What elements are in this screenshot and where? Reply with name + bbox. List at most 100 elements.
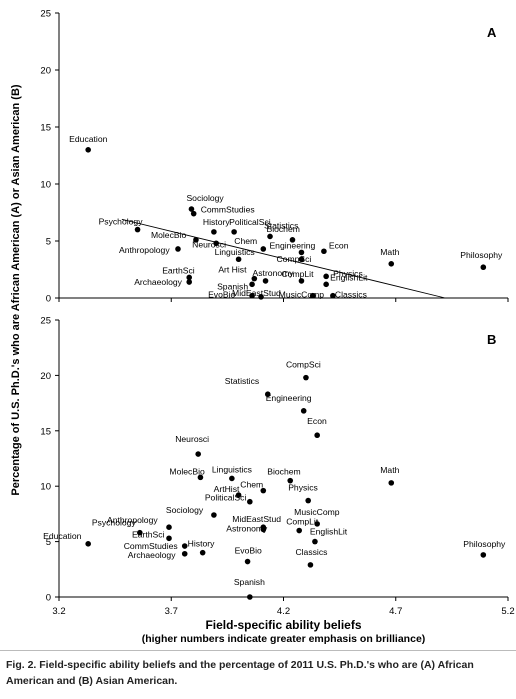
panel-a-point-label: Classics <box>335 290 367 300</box>
panel-a-point <box>309 292 316 299</box>
panel-a-point-label: Psychology <box>99 217 144 227</box>
panel-b-point-label: Chem <box>240 480 263 490</box>
scatter-figure: 0510152025AEducationPsychologyAnthropolo… <box>10 9 515 646</box>
panel-a-point <box>258 294 264 300</box>
panel-a-point-label: Archaeology <box>134 277 182 287</box>
panel-b-point <box>260 526 267 533</box>
panel-b-point-label: History <box>188 539 215 549</box>
panel-a-point <box>298 249 305 256</box>
panel-a-point-label: Statistics <box>264 220 298 230</box>
x-tick-label: 5.2 <box>501 606 514 617</box>
panel-b-point <box>303 374 309 381</box>
panel-a-point-label: Neurosci <box>192 239 226 249</box>
panel-a-point-label: Art Hist <box>218 265 247 275</box>
panel-b-point-label: Psychology <box>92 518 137 528</box>
caption-text: Field-specific ability beliefs and the p… <box>6 659 474 687</box>
panel-b-point-label: Neurosci <box>175 434 209 444</box>
panel-b-point <box>314 432 320 439</box>
panel-b-point-label: ArtHist <box>214 484 240 494</box>
panel-b-point <box>181 543 188 549</box>
panel-a-point <box>235 256 242 263</box>
panel-b-point-label: MolecBio <box>169 466 205 476</box>
figure-caption: Fig. 2. Field-specific ability beliefs a… <box>6 657 512 689</box>
panel-a-point <box>330 292 336 299</box>
panel-b-point <box>166 535 172 542</box>
panel-b-y-tick-label: 20 <box>40 371 51 382</box>
panel-a-point-label: EvoBio <box>208 290 235 300</box>
panel-b-point <box>85 541 91 547</box>
panel-a-trendline <box>121 218 446 299</box>
panel-a-point-label: Math <box>380 247 399 257</box>
panel-a-point <box>388 261 395 267</box>
panel-a-y-tick-label: 0 <box>46 294 51 305</box>
panel-b-point-label: EvoBio <box>235 546 262 556</box>
panel-a-point <box>260 246 267 252</box>
panel-a-point <box>193 237 199 243</box>
panel-b-point <box>300 408 307 414</box>
panel-b-y-tick-label: 10 <box>40 482 51 493</box>
panel-b-point-label: EnglishLit <box>310 527 348 537</box>
panel-a-point-label: EnglishLit <box>330 272 368 282</box>
panel-a-point <box>186 274 193 281</box>
panel-b-point <box>388 480 395 486</box>
panel-a-point-label: Chem <box>234 236 257 246</box>
panel-a-point <box>480 264 487 271</box>
panel-b-point-label: Classics <box>295 547 327 557</box>
panel-a-y-tick-label: 10 <box>40 180 51 191</box>
panel-b-point <box>235 492 242 498</box>
panel-b-point-label: Physics <box>288 483 318 493</box>
panel-a-point-label: Sociology <box>186 193 224 203</box>
panel-a-point <box>134 226 141 233</box>
panel-b-point-label: MidEastStud <box>232 514 281 524</box>
panel-b-point-label: Sociology <box>166 505 204 515</box>
panel-b-y-tick-label: 25 <box>40 316 51 327</box>
panel-a-point <box>85 147 91 153</box>
panel-b-point-label: Archaeology <box>128 550 176 560</box>
panel-a-point-label: History <box>203 217 230 227</box>
panel-b-point <box>166 524 172 530</box>
panel-b-point <box>307 562 314 568</box>
panel-a-point <box>188 206 195 212</box>
panel-b-point-label: EarthSci <box>132 529 165 539</box>
panel-a-point <box>267 233 273 240</box>
caption-divider <box>0 650 516 651</box>
x-tick-label: 3.7 <box>165 606 178 617</box>
panel-b-point <box>137 529 143 536</box>
panel-b-point <box>314 521 320 527</box>
panel-b-point <box>287 477 294 484</box>
panel-a-point-label: Education <box>69 134 107 144</box>
panel-a-point <box>249 292 255 299</box>
panel-a-point <box>175 246 181 252</box>
panel-b-letter: B <box>487 332 496 347</box>
panel-b-point <box>296 527 303 534</box>
panel-b-point <box>211 512 217 518</box>
panel-b-point-label: Astronomy <box>226 523 268 533</box>
panel-a-point-label: Philosophy <box>460 250 503 260</box>
panel-b-point-label: Philosophy <box>463 539 506 549</box>
panel-b-point <box>181 550 188 557</box>
panel-b-point <box>244 558 251 565</box>
panel-a-point <box>213 240 219 247</box>
panel-b-point-label: Math <box>380 465 399 475</box>
panel-a-point <box>262 278 269 284</box>
caption-lead: Fig. 2. <box>6 659 37 671</box>
panel-a-point-label: Biochem <box>266 224 299 234</box>
panel-b-point <box>197 474 204 481</box>
panel-b-point-label: Engineering <box>266 393 312 403</box>
panel-a-point <box>323 281 329 288</box>
panel-a-point-label: CompSci <box>276 254 311 264</box>
panel-b-point-label: Econ <box>307 416 327 426</box>
panel-a-point-label: MusicComp <box>279 290 325 300</box>
panel-a-point <box>211 229 217 235</box>
panel-b-point-label: PoliticalSci <box>205 493 247 503</box>
panel-a-point <box>190 210 197 217</box>
panel-b-point <box>247 594 253 600</box>
panel-a-y-tick-label: 5 <box>46 237 51 248</box>
panel-a-point <box>298 256 305 263</box>
panel-a-point <box>321 248 327 255</box>
panel-b-point <box>247 498 253 505</box>
panel-b-point-label: Education <box>43 531 81 541</box>
panel-b-point <box>264 391 271 398</box>
panel-a-point-label: Physics <box>333 268 363 278</box>
panel-a-y-tick-label: 15 <box>40 123 51 134</box>
